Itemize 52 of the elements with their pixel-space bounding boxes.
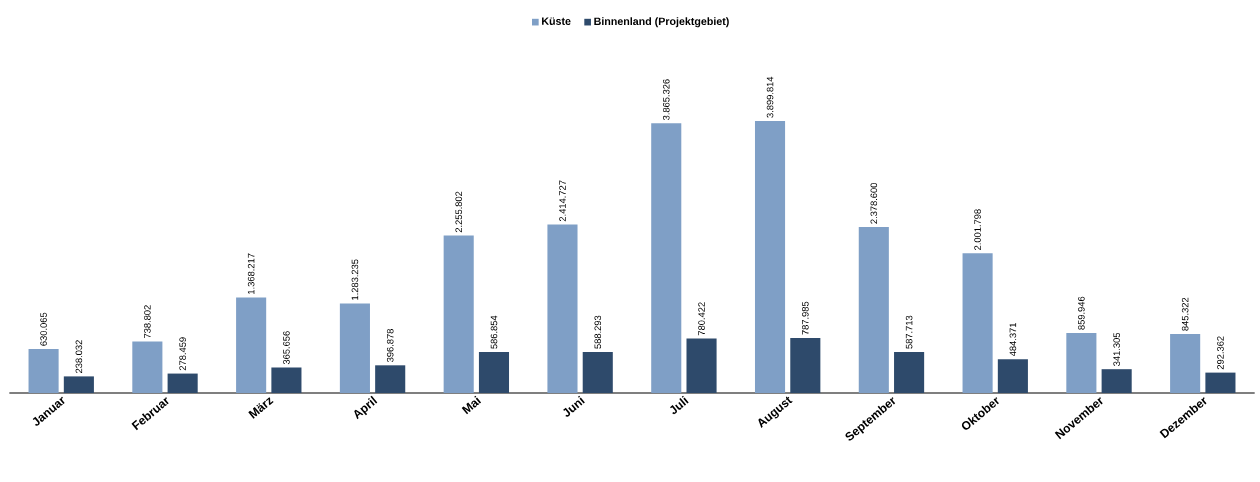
bar xyxy=(478,352,510,393)
x-tick-label: Mai xyxy=(461,395,482,415)
data-label: 586.854 xyxy=(490,315,498,349)
data-label: 2.001.798 xyxy=(974,209,981,250)
bar xyxy=(443,235,474,393)
bar xyxy=(1066,333,1097,393)
data-label: 1.368.217 xyxy=(247,253,255,294)
bar xyxy=(894,352,925,393)
data-label: 588.293 xyxy=(594,315,602,349)
bar xyxy=(962,253,993,393)
data-label: 484.371 xyxy=(1009,323,1017,357)
bar xyxy=(63,376,94,393)
bar xyxy=(790,338,821,393)
bar xyxy=(582,351,613,393)
data-label: 1.283.235 xyxy=(351,259,359,300)
data-label: 780.422 xyxy=(698,302,705,336)
bar xyxy=(236,297,267,393)
bar xyxy=(651,123,682,393)
data-label: 238.032 xyxy=(75,340,83,373)
data-label: 587.713 xyxy=(905,315,913,349)
bar xyxy=(271,367,302,393)
bar xyxy=(339,303,370,393)
bar xyxy=(754,120,786,393)
bar xyxy=(375,365,406,393)
bar xyxy=(167,373,198,393)
data-label: 630.065 xyxy=(40,312,47,346)
data-label: 365.656 xyxy=(283,331,290,365)
data-label: 292.362 xyxy=(1217,336,1224,370)
data-label: 845.322 xyxy=(1181,297,1189,331)
data-label: 738.802 xyxy=(144,305,151,339)
data-label: 787.985 xyxy=(802,301,809,335)
bar xyxy=(997,359,1028,393)
bar xyxy=(132,341,163,393)
bar xyxy=(686,338,717,393)
bar xyxy=(858,227,889,393)
legend-label: Küste xyxy=(542,17,571,25)
data-label: 3.865.326 xyxy=(662,79,670,121)
bar xyxy=(1170,334,1201,393)
data-label: 3.899.814 xyxy=(766,76,774,118)
legend-label: Binnenland (Projektgebiet) xyxy=(594,17,729,28)
bar xyxy=(28,349,59,393)
data-label: 2.378.600 xyxy=(870,182,878,224)
data-label: 396.878 xyxy=(386,329,394,363)
data-label: 2.255.802 xyxy=(455,191,462,233)
data-label: 2.414.727 xyxy=(559,180,566,222)
bar xyxy=(1101,369,1132,393)
x-tick-label: Juli xyxy=(670,395,689,415)
data-label: 859.946 xyxy=(1078,296,1085,330)
data-label: 278.459 xyxy=(179,337,186,371)
bar xyxy=(1205,372,1236,393)
bar xyxy=(547,224,578,393)
data-label: 341.305 xyxy=(1113,332,1120,366)
